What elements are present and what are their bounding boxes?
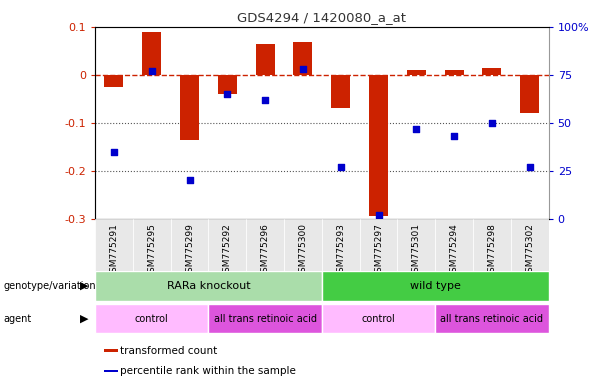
Text: GSM775298: GSM775298 <box>487 223 497 278</box>
Bar <box>407 70 426 75</box>
Text: GSM775294: GSM775294 <box>449 223 459 278</box>
Text: control: control <box>135 314 169 324</box>
Text: agent: agent <box>3 314 31 324</box>
FancyBboxPatch shape <box>322 304 435 333</box>
FancyBboxPatch shape <box>208 219 246 271</box>
FancyBboxPatch shape <box>322 271 549 301</box>
Bar <box>294 42 313 75</box>
FancyBboxPatch shape <box>95 219 133 271</box>
Text: GSM775301: GSM775301 <box>412 223 421 278</box>
Text: genotype/variation: genotype/variation <box>3 281 96 291</box>
Text: GSM775302: GSM775302 <box>525 223 535 278</box>
Bar <box>218 75 237 94</box>
FancyBboxPatch shape <box>511 219 549 271</box>
Text: control: control <box>362 314 395 324</box>
Point <box>336 164 346 170</box>
Text: ▶: ▶ <box>80 281 89 291</box>
FancyBboxPatch shape <box>284 219 322 271</box>
Point <box>487 120 497 126</box>
Text: GSM775296: GSM775296 <box>261 223 270 278</box>
Text: GSM775295: GSM775295 <box>147 223 156 278</box>
Point <box>260 97 270 103</box>
Bar <box>331 75 350 109</box>
Bar <box>104 370 118 372</box>
Bar <box>142 32 161 75</box>
Text: all trans retinoic acid: all trans retinoic acid <box>213 314 317 324</box>
Text: ▶: ▶ <box>80 314 89 324</box>
Bar <box>104 349 118 352</box>
Bar <box>256 44 275 75</box>
Text: percentile rank within the sample: percentile rank within the sample <box>120 366 296 376</box>
Point <box>525 164 535 170</box>
FancyBboxPatch shape <box>246 219 284 271</box>
Text: GSM775291: GSM775291 <box>109 223 118 278</box>
FancyBboxPatch shape <box>95 304 208 333</box>
FancyBboxPatch shape <box>435 219 473 271</box>
Bar <box>369 75 388 217</box>
Point <box>373 212 384 218</box>
Point <box>298 66 308 72</box>
Text: wild type: wild type <box>410 281 460 291</box>
FancyBboxPatch shape <box>95 271 322 301</box>
Text: RARa knockout: RARa knockout <box>167 281 250 291</box>
FancyBboxPatch shape <box>133 219 170 271</box>
Bar <box>520 75 539 113</box>
FancyBboxPatch shape <box>322 219 360 271</box>
Point <box>147 68 156 74</box>
FancyBboxPatch shape <box>208 304 322 333</box>
Bar <box>444 70 463 75</box>
FancyBboxPatch shape <box>473 219 511 271</box>
Point <box>185 177 194 184</box>
FancyBboxPatch shape <box>397 219 435 271</box>
Bar <box>482 68 501 75</box>
Text: transformed count: transformed count <box>120 346 218 356</box>
Text: GSM775292: GSM775292 <box>223 223 232 278</box>
Point <box>449 133 459 139</box>
Bar <box>180 75 199 140</box>
Point <box>223 91 232 97</box>
FancyBboxPatch shape <box>170 219 208 271</box>
Title: GDS4294 / 1420080_a_at: GDS4294 / 1420080_a_at <box>237 11 406 24</box>
FancyBboxPatch shape <box>435 304 549 333</box>
FancyBboxPatch shape <box>360 219 397 271</box>
Text: GSM775300: GSM775300 <box>299 223 308 278</box>
Text: GSM775299: GSM775299 <box>185 223 194 278</box>
Point <box>109 149 119 155</box>
Text: all trans retinoic acid: all trans retinoic acid <box>440 314 544 324</box>
Point <box>411 126 421 132</box>
Text: GSM775297: GSM775297 <box>374 223 383 278</box>
Text: GSM775293: GSM775293 <box>336 223 345 278</box>
Bar <box>104 75 123 87</box>
